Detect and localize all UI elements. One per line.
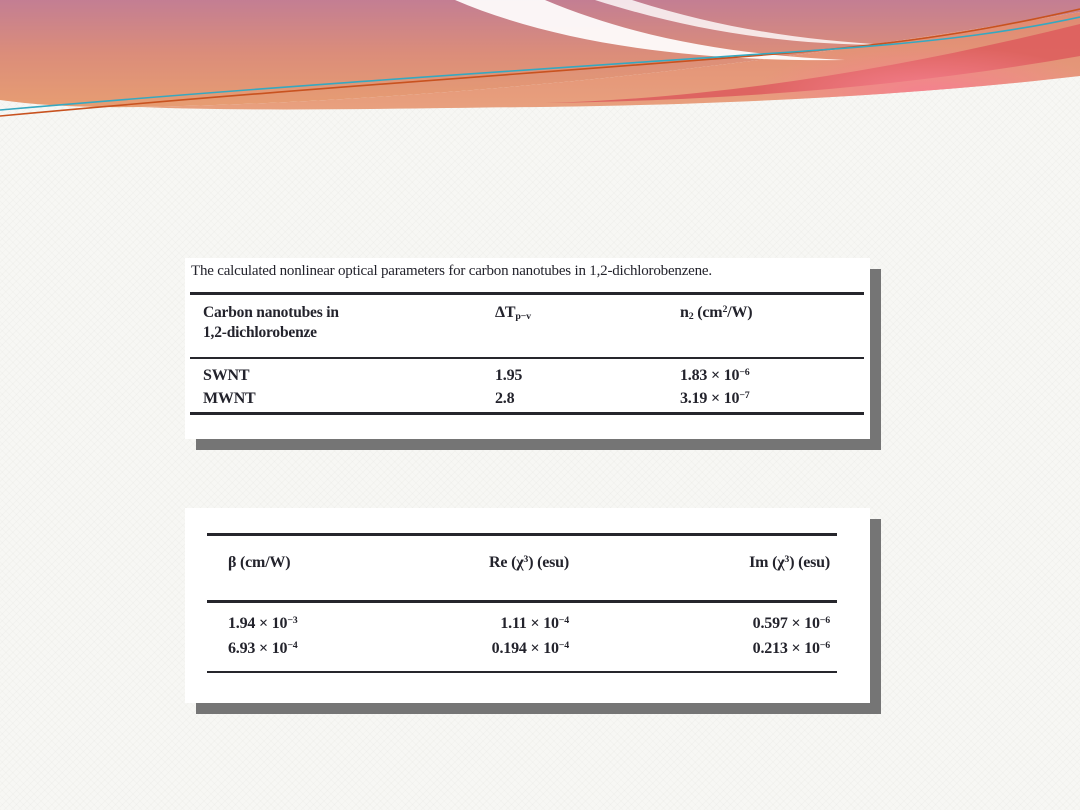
table-cell: 3.19 × 10−7 <box>680 390 750 408</box>
table-row: MWNT 2.8 3.19 × 10−7 <box>190 388 864 411</box>
table-cell: 0.597 × 10−6 <box>752 614 831 632</box>
table-cell: 1.94 × 10−3 <box>228 614 298 632</box>
table-cell: 6.93 × 10−4 <box>228 639 298 657</box>
wave-header-graphic <box>0 0 1080 117</box>
table1-col-header: ΔTp−v <box>495 303 531 322</box>
table2-body: 1.94 × 10−3 1.11 × 10−4 0.597 × 10−6 6.9… <box>207 603 837 671</box>
table2-bottom-rule <box>207 670 837 673</box>
table1-mid-rule <box>190 356 864 360</box>
table-cell: 0.194 × 10−4 <box>491 639 570 657</box>
table2-col-header: Im (χ3) (esu) <box>749 554 830 571</box>
table-cell: 1.83 × 10−6 <box>680 367 750 385</box>
table2-top-rule <box>207 533 837 536</box>
table-row: 1.94 × 10−3 1.11 × 10−4 0.597 × 10−6 <box>207 612 837 637</box>
table2-col-header: Re (χ3) (esu) <box>489 554 569 571</box>
table1-image: The calculated nonlinear optical paramet… <box>185 258 870 439</box>
table2-header-row: β (cm/W) Re (χ3) (esu) Im (χ3) (esu) <box>207 536 837 600</box>
table-cell: SWNT <box>203 367 250 385</box>
table2-mid-rule <box>207 600 837 603</box>
table-cell: 2.8 <box>495 390 515 408</box>
table1-top-rule <box>190 291 864 295</box>
table-cell: MWNT <box>203 390 256 408</box>
table-row: SWNT 1.95 1.83 × 10−6 <box>190 365 864 388</box>
table1-header-row: Carbon nanotubes in 1,2-dichlorobenze ΔT… <box>190 295 864 357</box>
table2-col-header: β (cm/W) <box>228 554 291 571</box>
table-cell: 0.213 × 10−6 <box>752 639 831 657</box>
table2-image: β (cm/W) Re (χ3) (esu) Im (χ3) (esu) 1.9… <box>185 508 870 703</box>
table1-col-header: n2 (cm2/W) <box>680 303 753 322</box>
table-cell: 1.95 <box>495 367 523 385</box>
table1-caption: The calculated nonlinear optical paramet… <box>191 263 712 279</box>
table1-bottom-rule <box>190 412 864 415</box>
table-row: 6.93 × 10−4 0.194 × 10−4 0.213 × 10−6 <box>207 637 837 662</box>
table1-body: SWNT 1.95 1.83 × 10−6 MWNT 2.8 3.19 × 10… <box>190 359 864 412</box>
table-cell: 1.11 × 10−4 <box>500 614 569 632</box>
table1-col-header: Carbon nanotubes in 1,2-dichlorobenze <box>203 303 339 341</box>
